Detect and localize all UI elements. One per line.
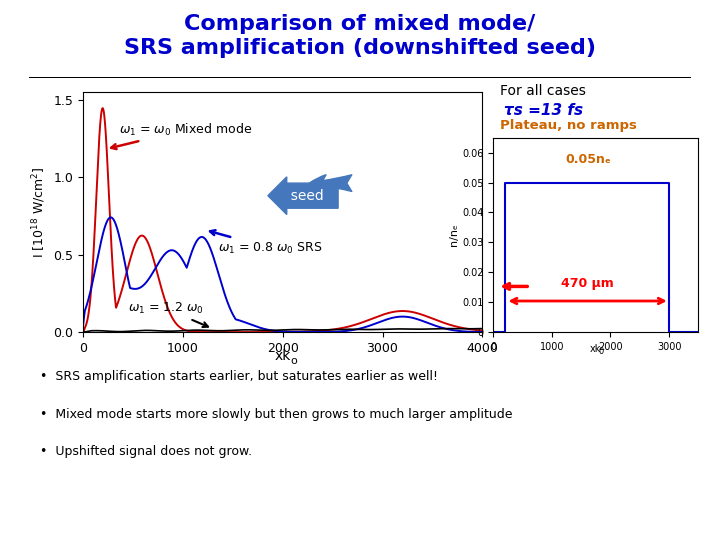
- Text: o: o: [290, 356, 297, 366]
- Text: •  Mixed mode starts more slowly but then grows to much larger amplitude: • Mixed mode starts more slowly but then…: [40, 408, 512, 421]
- Text: xk: xk: [274, 349, 291, 363]
- Text: τs =13 fs: τs =13 fs: [504, 103, 583, 118]
- Text: 0: 0: [599, 347, 604, 356]
- Y-axis label: n/nₑ: n/nₑ: [449, 224, 459, 246]
- Text: $\omega_1$ = 1.2 $\omega_0$: $\omega_1$ = 1.2 $\omega_0$: [127, 301, 208, 327]
- Text: •  Upshifted signal does not grow.: • Upshifted signal does not grow.: [40, 446, 252, 458]
- Text: seed: seed: [310, 175, 393, 192]
- Text: •  SRS amplification starts earlier, but saturates earlier as well!: • SRS amplification starts earlier, but …: [40, 370, 438, 383]
- Text: $\omega_1$ = 0.8 $\omega_0$ SRS: $\omega_1$ = 0.8 $\omega_0$ SRS: [210, 230, 322, 255]
- Text: seed: seed: [282, 188, 333, 202]
- Y-axis label: I [$10^{18}$ W/cm$^2$]: I [$10^{18}$ W/cm$^2$]: [30, 166, 48, 258]
- Text: $\omega_1$ = $\omega_0$ Mixed mode: $\omega_1$ = $\omega_0$ Mixed mode: [111, 122, 252, 149]
- Text: 0.05nₑ: 0.05nₑ: [565, 153, 611, 166]
- Text: xk: xk: [590, 343, 601, 354]
- Text: For all cases: For all cases: [500, 84, 586, 98]
- Text: Comparison of mixed mode/
SRS amplification (downshifted seed): Comparison of mixed mode/ SRS amplificat…: [124, 14, 596, 58]
- Text: Plateau, no ramps: Plateau, no ramps: [500, 119, 637, 132]
- Text: 470 μm: 470 μm: [561, 278, 614, 291]
